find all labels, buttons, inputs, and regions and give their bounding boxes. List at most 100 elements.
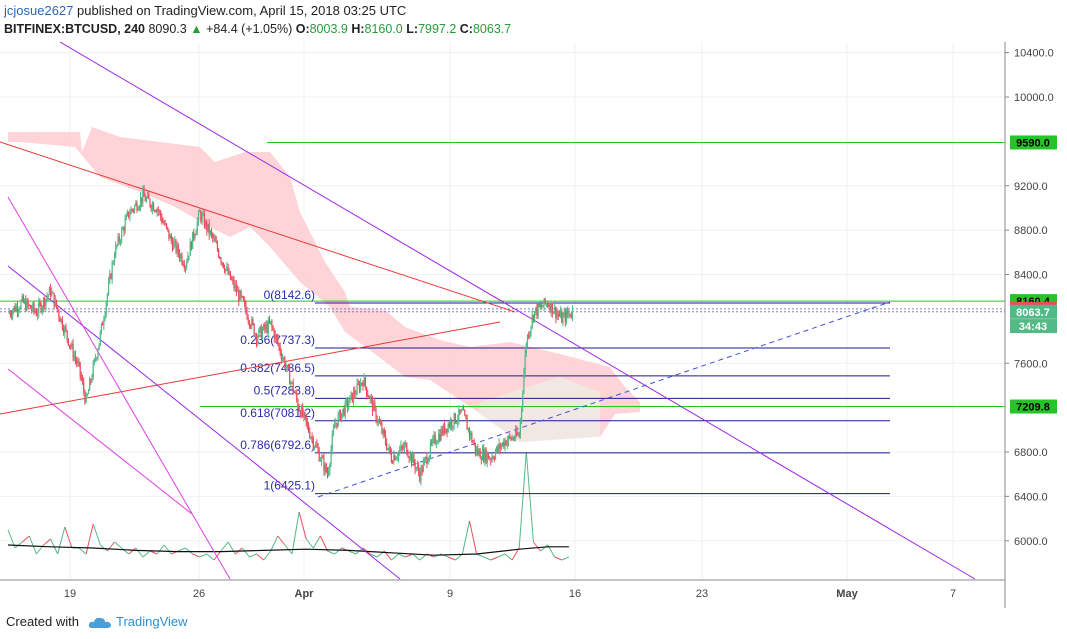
candle-body — [557, 313, 559, 315]
candle-body — [271, 321, 273, 327]
candle-body — [109, 274, 111, 282]
candle-body — [86, 394, 88, 396]
candle-body — [96, 357, 98, 359]
candle-body — [187, 256, 189, 263]
candle-body — [31, 308, 33, 311]
candle-body — [38, 302, 40, 314]
created-with-text: Created with — [6, 614, 79, 629]
candle-body — [500, 445, 503, 449]
candle-body — [477, 449, 479, 455]
candle-body — [458, 409, 460, 420]
volume-line-segment — [511, 547, 520, 561]
candle-body — [45, 298, 47, 307]
price-tag — [1010, 319, 1057, 334]
candle-body — [91, 377, 93, 382]
candle-body — [370, 396, 372, 399]
volume-line-segment — [391, 553, 399, 561]
candle-body — [115, 245, 117, 257]
price-axis-label: 7600.0 — [1014, 358, 1048, 370]
candle-body — [177, 245, 179, 254]
candle-body — [452, 426, 454, 428]
fib-level-label: 0.382(7486.5) — [240, 361, 315, 375]
price-axis-label: 8800.0 — [1014, 225, 1048, 237]
candle-body — [22, 295, 24, 303]
price-chart[interactable]: 0(8142.6)0.236(7737.3)0.382(7486.5)0.5(7… — [0, 42, 1067, 608]
volume-line-segment — [107, 541, 115, 552]
candle-body — [165, 223, 168, 228]
candle-body — [163, 222, 165, 225]
candle-body — [60, 318, 62, 322]
candle-body — [136, 203, 138, 211]
candle-body — [39, 302, 41, 304]
open-value: 8003.9 — [309, 22, 348, 36]
symbol-label[interactable]: BITFINEX:BTCUSD, 240 — [4, 22, 145, 36]
candle-body — [499, 443, 501, 449]
candle-body — [402, 447, 404, 449]
candle-body — [533, 311, 536, 320]
candle-body — [297, 399, 299, 408]
candle-body — [106, 294, 108, 303]
candle-body — [532, 315, 534, 320]
volume-line-segment — [199, 553, 207, 558]
candle-body — [67, 338, 69, 346]
candle-body — [90, 379, 92, 382]
candle-body — [184, 266, 187, 269]
candle-body — [251, 319, 253, 327]
volume-line-segment — [334, 547, 343, 555]
candle-body — [32, 303, 34, 311]
candle-body — [264, 324, 266, 329]
candle-body — [34, 310, 36, 313]
candle-body — [245, 303, 247, 311]
candle-body — [226, 267, 228, 269]
candle-body — [142, 190, 144, 203]
tradingview-logo[interactable]: TradingView — [88, 614, 188, 630]
candle-body — [214, 237, 216, 242]
candle-body — [242, 296, 245, 302]
candle-body — [141, 197, 143, 203]
time-axis-label: 9 — [447, 588, 453, 600]
candle-body — [263, 324, 265, 330]
price-tag — [1010, 304, 1057, 319]
candle-body — [506, 441, 508, 446]
candle-body — [287, 364, 290, 369]
high-value: 8160.0 — [364, 22, 403, 36]
candle-body — [357, 383, 359, 385]
candle-body — [212, 233, 214, 239]
candle-body — [232, 279, 234, 281]
volume-line-segment — [277, 535, 286, 546]
candle-body — [236, 290, 239, 293]
candle-body — [453, 413, 455, 427]
candle-body — [307, 424, 310, 432]
candle-body — [143, 190, 145, 197]
volume-line-segment — [263, 550, 272, 561]
candle-body — [376, 420, 378, 422]
candle-body — [484, 449, 486, 462]
candle-body — [528, 335, 530, 338]
candle-body — [312, 437, 314, 448]
candle-body — [393, 455, 395, 464]
candle-body — [444, 424, 446, 434]
candle-body — [420, 467, 422, 481]
author-link[interactable]: jcjosue2627 — [4, 3, 74, 18]
candle-body — [530, 326, 532, 332]
volume-line-segment — [256, 553, 264, 561]
candle-body — [233, 279, 235, 288]
candle-body — [303, 412, 305, 417]
candle-body — [442, 424, 445, 435]
candle-body — [421, 467, 423, 473]
volume-line-segment — [348, 550, 357, 555]
volume-line-segment — [540, 544, 548, 552]
candle-body — [186, 262, 188, 267]
candle-body — [478, 450, 480, 455]
candle-body — [290, 382, 292, 385]
candle-body — [337, 415, 339, 427]
candle-body — [51, 292, 53, 296]
candle-body — [10, 314, 13, 317]
volume-line-segment — [533, 541, 541, 552]
candle-body — [42, 298, 45, 308]
candle-body — [61, 318, 64, 329]
candle-body — [194, 235, 196, 238]
candle-body — [129, 214, 131, 217]
candle-body — [296, 392, 298, 400]
volume-line-segment — [57, 526, 66, 555]
